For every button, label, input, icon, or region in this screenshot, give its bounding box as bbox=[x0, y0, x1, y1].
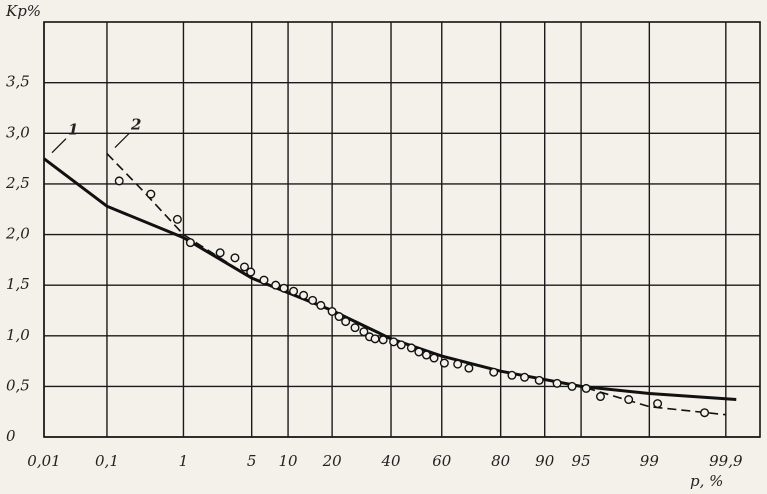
data-point bbox=[489, 367, 499, 377]
data-point bbox=[230, 253, 240, 263]
data-point bbox=[581, 383, 591, 393]
x-tick-label: 5 bbox=[247, 452, 257, 470]
data-point bbox=[299, 290, 309, 300]
data-point bbox=[185, 238, 195, 248]
series-label: 2 bbox=[130, 116, 141, 134]
x-tick-label: 90 bbox=[535, 452, 555, 470]
data-point bbox=[172, 214, 182, 224]
x-tick-label: 80 bbox=[491, 452, 511, 470]
y-tick-label: 1,0 bbox=[6, 326, 30, 344]
leader-line bbox=[114, 133, 130, 149]
data-point bbox=[624, 395, 634, 405]
y-tick-label: 3,0 bbox=[6, 123, 30, 141]
y-tick-label: 2,0 bbox=[5, 225, 30, 243]
x-tick-label: 99 bbox=[640, 452, 660, 470]
data-point bbox=[429, 353, 439, 363]
data-point bbox=[439, 358, 449, 368]
data-point bbox=[389, 337, 399, 347]
data-point bbox=[595, 392, 605, 402]
data-point bbox=[520, 372, 530, 382]
x-tick-label: 10 bbox=[279, 452, 299, 470]
data-point bbox=[359, 327, 369, 337]
leader-line bbox=[51, 138, 67, 154]
x-tick-label: 0,01 bbox=[27, 452, 60, 470]
data-point bbox=[114, 176, 124, 186]
data-point bbox=[341, 317, 351, 327]
data-point bbox=[279, 283, 289, 293]
data-point bbox=[215, 248, 225, 258]
data-point bbox=[653, 399, 663, 409]
data-point bbox=[700, 408, 710, 418]
x-tick-label: 95 bbox=[572, 452, 591, 470]
data-point bbox=[146, 189, 156, 199]
data-point bbox=[552, 378, 562, 388]
data-point bbox=[370, 334, 380, 344]
data-point bbox=[239, 262, 249, 272]
data-point bbox=[414, 347, 424, 357]
data-point bbox=[464, 363, 474, 373]
data-point bbox=[534, 375, 544, 385]
y-tick-label: 0 bbox=[6, 427, 16, 445]
data-point bbox=[396, 340, 406, 350]
y-tick-label: 2,5 bbox=[5, 174, 30, 192]
data-point bbox=[350, 323, 360, 333]
plot-frame bbox=[43, 21, 761, 438]
data-point bbox=[259, 275, 269, 285]
data-point bbox=[378, 335, 388, 345]
data-point bbox=[289, 286, 299, 296]
x-tick-label: 1 bbox=[179, 452, 189, 470]
x-tick-label: 20 bbox=[322, 452, 343, 470]
x-tick-label: 99,9 bbox=[709, 452, 743, 470]
data-point bbox=[421, 350, 431, 360]
x-axis-label: p, % bbox=[690, 472, 723, 490]
y-tick-label: 1,5 bbox=[6, 275, 30, 293]
x-tick-label: 40 bbox=[380, 452, 401, 470]
data-point bbox=[246, 267, 256, 277]
x-tick-label: 60 bbox=[432, 452, 452, 470]
data-point bbox=[567, 381, 577, 391]
y-tick-label: 3,5 bbox=[6, 73, 30, 91]
data-point bbox=[308, 295, 318, 305]
y-tick-label: 0,5 bbox=[6, 376, 30, 394]
x-tick-label: 0,1 bbox=[95, 452, 119, 470]
data-point bbox=[507, 370, 517, 380]
data-point bbox=[316, 300, 326, 310]
y-axis-label: Kp% bbox=[5, 2, 41, 20]
data-point bbox=[327, 306, 337, 316]
series-label: 1 bbox=[68, 121, 78, 139]
data-point bbox=[453, 359, 463, 369]
data-point bbox=[334, 312, 344, 322]
data-point bbox=[271, 280, 281, 290]
data-point bbox=[406, 343, 416, 353]
curve bbox=[106, 153, 726, 416]
